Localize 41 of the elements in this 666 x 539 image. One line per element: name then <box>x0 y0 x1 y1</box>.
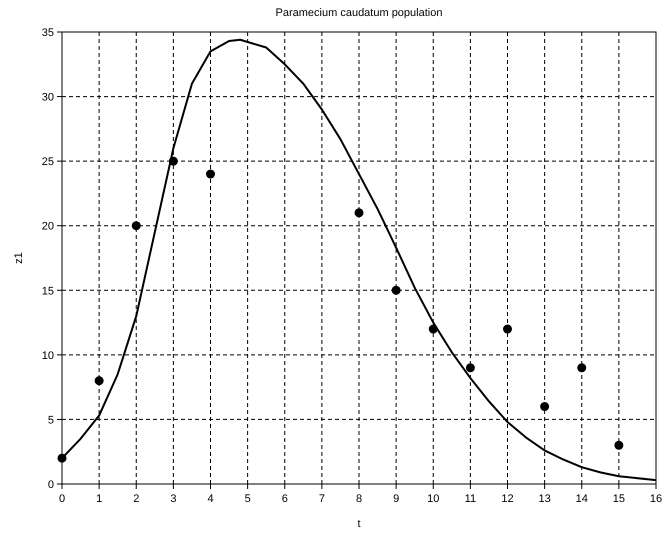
chart-title: Paramecium caudatum population <box>276 7 442 19</box>
x-tick-label: 11 <box>464 493 476 505</box>
x-tick-label: 8 <box>356 493 362 505</box>
x-tick-label: 3 <box>170 493 176 505</box>
y-tick-label: 30 <box>42 92 54 104</box>
x-tick-label: 9 <box>393 493 400 505</box>
x-tick-label: 10 <box>427 493 440 505</box>
point <box>206 170 215 179</box>
point <box>354 208 364 218</box>
x-tick-label: 14 <box>576 493 588 505</box>
point <box>540 402 550 412</box>
point <box>392 286 401 295</box>
y-tick-label: 20 <box>42 220 54 233</box>
x-tick-label: 6 <box>282 493 288 505</box>
point <box>94 376 104 386</box>
x-tick-label: 7 <box>318 493 325 505</box>
point <box>132 221 141 230</box>
x-tick-label: 16 <box>650 493 662 505</box>
x-tick-label: 4 <box>207 493 214 505</box>
x-tick-label: 1 <box>96 493 102 505</box>
y-tick-label: 35 <box>42 27 54 39</box>
x-tick-label: 0 <box>58 493 66 505</box>
y-tick-label: 15 <box>42 285 54 298</box>
point <box>428 324 438 334</box>
x-tick-label: 5 <box>244 493 251 505</box>
y-tick-label: 10 <box>42 350 54 362</box>
x-tick-label: 2 <box>133 493 140 505</box>
y-axis-title: z1 <box>13 252 25 264</box>
point <box>614 440 624 450</box>
x-tick-label: 15 <box>612 493 625 505</box>
y-tick-label: 0 <box>48 479 54 491</box>
point <box>577 363 586 372</box>
x-axis-title: t <box>357 518 361 530</box>
x-tick-label: 12 <box>501 493 514 505</box>
point <box>168 156 178 166</box>
point <box>466 363 475 372</box>
y-tick-label: 25 <box>42 156 54 168</box>
x-tick-label: 13 <box>538 493 551 505</box>
point <box>58 454 66 463</box>
y-tick-label: 5 <box>48 414 54 426</box>
point <box>503 324 512 334</box>
